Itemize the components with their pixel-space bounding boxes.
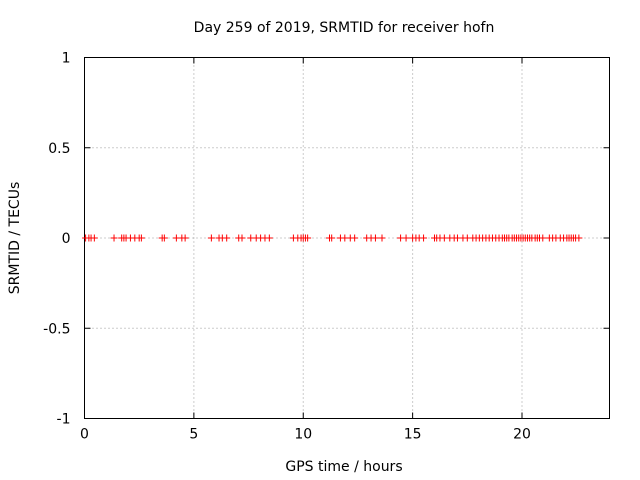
data-point (160, 234, 168, 242)
x-tick-label: 20 (513, 427, 531, 443)
data-point (402, 234, 410, 242)
data-point (110, 234, 118, 242)
data-point (539, 234, 547, 242)
x-tick-label: 15 (404, 427, 422, 443)
data-point (207, 234, 215, 242)
y-tick-label: 1 (62, 51, 71, 67)
y-tick-label: 0 (62, 231, 71, 247)
x-axis-label: GPS time / hours (285, 459, 402, 475)
data-point (351, 234, 359, 242)
y-axis-label: SRMTID / TECUs (7, 182, 23, 295)
data-point (181, 234, 189, 242)
data-point (371, 234, 379, 242)
data-point (238, 234, 246, 242)
data-point (420, 234, 428, 242)
x-tick-label: 0 (80, 427, 89, 443)
y-tick-label: 0.5 (48, 141, 70, 157)
data-point (90, 234, 98, 242)
x-tick-label: 10 (294, 427, 312, 443)
data-points (82, 234, 583, 242)
y-tick-label: -1 (57, 412, 71, 428)
data-point (378, 234, 386, 242)
data-point (304, 234, 312, 242)
data-point (223, 234, 231, 242)
x-tick-label: 5 (189, 427, 198, 443)
data-point (265, 234, 273, 242)
data-point (328, 234, 336, 242)
data-point (575, 234, 583, 242)
y-tick-label: -0.5 (43, 321, 70, 337)
data-point (137, 234, 145, 242)
chart-title: Day 259 of 2019, SRMTID for receiver hof… (194, 20, 495, 36)
axis-ticks: 0 5 10 15 20 -1 -0.5 0 0.5 1 (43, 51, 610, 443)
